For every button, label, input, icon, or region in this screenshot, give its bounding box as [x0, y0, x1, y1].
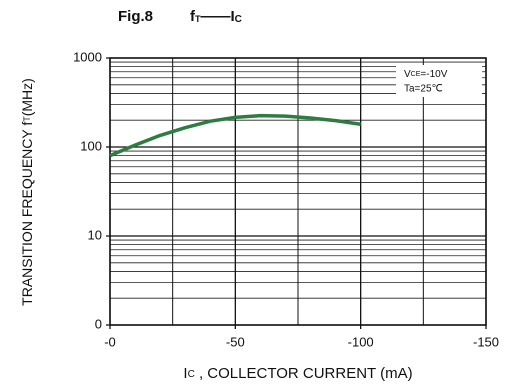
chart-subtitle: fT——IC — [190, 8, 242, 25]
subtitle-part: —— — [201, 8, 231, 25]
plot-frame — [109, 57, 487, 326]
subtitle-part: I — [231, 8, 235, 25]
y-label-sub: T — [22, 116, 32, 122]
x-tick-label: -150 — [473, 334, 499, 349]
y-tick-label: 1000 — [73, 49, 102, 64]
x-axis-label: IC , COLLECTOR CURRENT (mA) — [183, 365, 412, 382]
annotation-part: V — [404, 69, 411, 80]
annotation-part: CE — [411, 71, 421, 78]
annotation: VCE=-10V — [404, 69, 448, 80]
annotation-box — [396, 65, 482, 97]
data-line — [109, 113, 361, 158]
y-tick-label: 100 — [80, 138, 102, 153]
y-tick-label: 0 — [95, 316, 102, 331]
x-tick-label: -50 — [226, 334, 245, 349]
annotation: Ta=25℃ — [404, 84, 443, 95]
chart-title: Fig.8 — [118, 8, 153, 25]
y-label-part: (MHz) — [19, 78, 35, 116]
subtitle-part: f — [190, 8, 196, 25]
annotation-part: =-10V — [420, 69, 447, 80]
y-label-part: TRANSITION FREQUENCY f — [19, 122, 35, 306]
y-axis-label: TRANSITION FREQUENCY fT(MHz) — [19, 78, 35, 306]
x-label-part: , COLLECTOR CURRENT (mA) — [195, 365, 413, 382]
y-tick-label: 10 — [88, 227, 102, 242]
subtitle-sub: C — [235, 14, 242, 25]
subtitle-sub: T — [195, 14, 201, 24]
x-label-part: I — [183, 365, 187, 382]
x-label-sub: C — [188, 369, 195, 380]
x-tick-label: -0 — [104, 334, 116, 349]
title-group: Fig.8 fT——IC — [118, 8, 242, 25]
x-tick-label: -100 — [348, 334, 374, 349]
